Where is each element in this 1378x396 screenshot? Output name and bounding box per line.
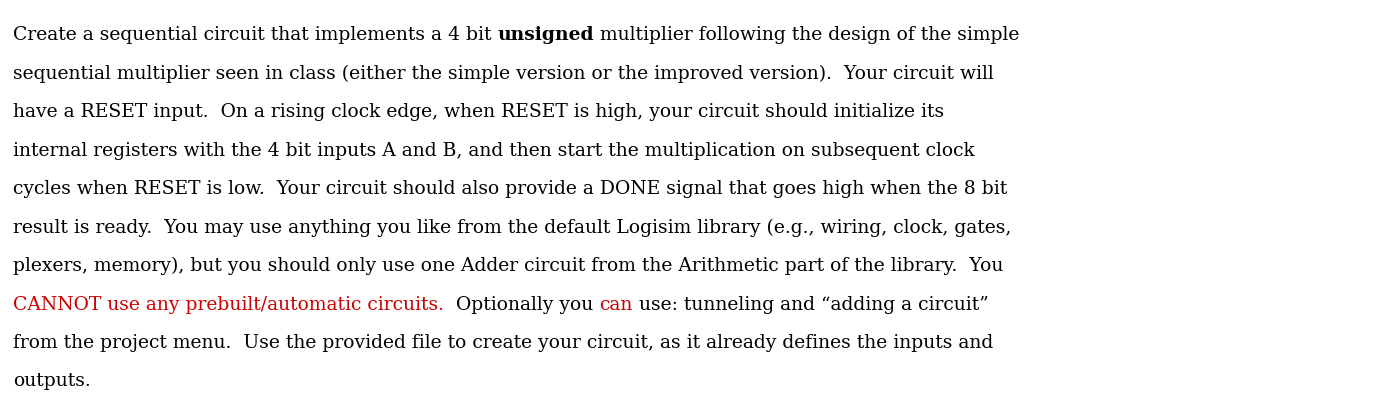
Text: can: can <box>599 295 633 314</box>
Text: sequential multiplier seen in class (either the simple version or the improved v: sequential multiplier seen in class (eit… <box>12 65 994 83</box>
Text: from the project menu.  Use the provided file to create your circuit, as it alre: from the project menu. Use the provided … <box>12 334 994 352</box>
Text: plexers, memory), but you should only use one Adder circuit from the Arithmetic : plexers, memory), but you should only us… <box>12 257 1003 275</box>
Text: have a RESET input.  On a rising clock edge, when RESET is high, your circuit sh: have a RESET input. On a rising clock ed… <box>12 103 944 121</box>
Text: internal registers with the 4 bit inputs A and B, and then start the multiplicat: internal registers with the 4 bit inputs… <box>12 141 974 160</box>
Text: Create a sequential circuit that implements a 4 bit: Create a sequential circuit that impleme… <box>12 26 497 44</box>
Text: Optionally you: Optionally you <box>444 295 599 314</box>
Text: result is ready.  You may use anything you like from the default Logisim library: result is ready. You may use anything yo… <box>12 219 1011 237</box>
Text: multiplier following the design of the simple: multiplier following the design of the s… <box>594 26 1020 44</box>
Text: CANNOT use any prebuilt/automatic circuits.: CANNOT use any prebuilt/automatic circui… <box>12 295 444 314</box>
Text: unsigned: unsigned <box>497 26 594 44</box>
Text: cycles when RESET is low.  Your circuit should also provide a DONE signal that g: cycles when RESET is low. Your circuit s… <box>12 180 1007 198</box>
Text: outputs.: outputs. <box>12 373 91 390</box>
Text: use: tunneling and “adding a circuit”: use: tunneling and “adding a circuit” <box>633 295 988 314</box>
